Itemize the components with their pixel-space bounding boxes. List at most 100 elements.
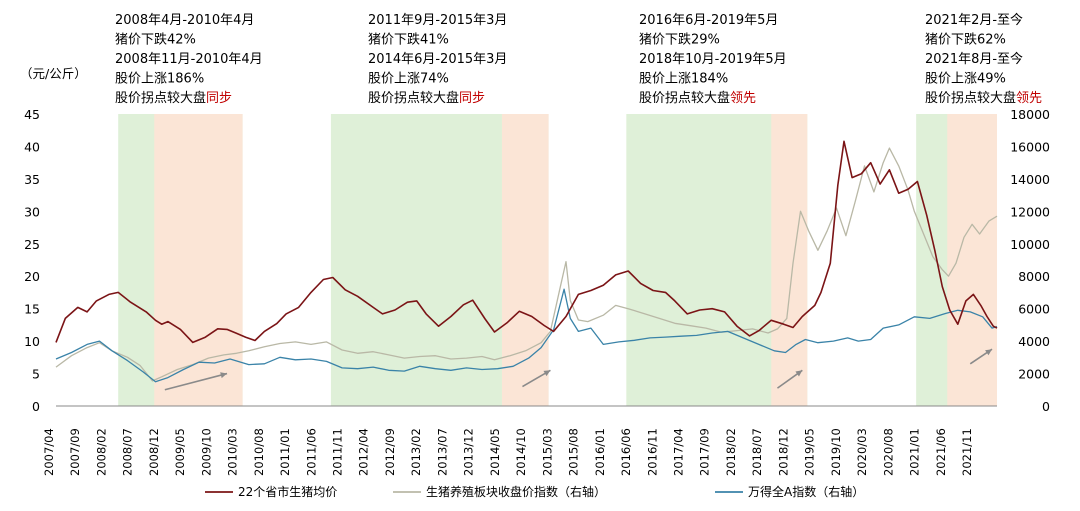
x-tick: 2020/03	[855, 428, 869, 476]
x-tick: 2010/03	[226, 428, 240, 476]
annotation-line: 猪价下跌62%	[925, 32, 1006, 48]
annotation-tag: 领先	[1016, 91, 1042, 106]
x-tick: 2014/10	[514, 428, 528, 476]
annotation-line: 2011年9月-2015年3月	[368, 13, 507, 28]
y-left-tick: 10	[24, 334, 40, 349]
y-left-unit: （元/公斤）	[20, 66, 87, 81]
trend-arrow-head	[985, 349, 993, 356]
x-tick: 2007/04	[42, 428, 56, 476]
x-tick: 2018/12	[776, 428, 790, 476]
x-tick: 2016/06	[619, 428, 633, 476]
y-right-tick: 12000	[1010, 204, 1050, 219]
x-tick: 2019/05	[803, 428, 817, 476]
annotation-line: 2008年4月-2010年4月	[115, 13, 254, 28]
shaded-periods	[118, 114, 997, 406]
x-tick: 2015/03	[540, 428, 554, 476]
axes: （元/公斤）	[20, 66, 997, 407]
y-right-tick: 6000	[1018, 302, 1050, 317]
x-tick: 2011/06	[304, 428, 318, 476]
annotation-line: 2014年6月-2015年3月	[368, 52, 507, 67]
y-left-tick: 45	[24, 107, 40, 122]
annotation-conclusion: 股价拐点较大盘同步	[368, 90, 485, 106]
y-left-tick: 35	[24, 172, 40, 187]
annotation-line: 2018年10月-2019年5月	[639, 52, 787, 67]
trend-arrow-head	[795, 370, 803, 377]
y-right-tick: 8000	[1018, 269, 1050, 284]
x-tick: 2013/12	[462, 428, 476, 476]
annotation-line: 2016年6月-2019年5月	[639, 13, 778, 28]
legend-label: 生猪养殖板块收盘价指数（右轴）	[426, 484, 606, 499]
x-tick: 2015/08	[567, 428, 581, 476]
y-right-tick: 0	[1042, 399, 1050, 414]
y-left-tick: 20	[24, 269, 40, 284]
annotation-line: 股价上涨74%	[368, 72, 449, 87]
y-left-tick: 5	[32, 367, 40, 382]
legend-label: 万得全A指数（右轴）	[748, 484, 864, 499]
y-left-tick: 40	[24, 139, 40, 154]
legend-label: 22个省市生猪均价	[238, 484, 337, 499]
x-tick: 2009/10	[199, 428, 213, 476]
annotation-line: 猪价下跌42%	[115, 32, 196, 48]
shaded-band-stock-price-rise	[154, 114, 243, 406]
annotation-line: 股价上涨49%	[925, 72, 1006, 87]
x-tick: 2016/01	[593, 428, 607, 476]
annotation-line: 猪价下跌41%	[368, 32, 449, 48]
x-tick: 2021/06	[934, 428, 948, 476]
x-tick: 2008/02	[94, 428, 108, 476]
trend-arrow-head	[220, 372, 228, 379]
shaded-band-stock-price-rise	[501, 114, 549, 406]
annotation-conclusion: 股价拐点较大盘领先	[925, 90, 1042, 106]
series-lines	[55, 140, 998, 383]
y-left-tick: 0	[32, 399, 40, 414]
annotation-tag: 领先	[730, 91, 756, 106]
annotation-conclusion-text: 股价拐点较大盘	[925, 90, 1016, 106]
axis-ticks: 0 5 10 15 20 25 30 35 40 45 0 2000 4000 6000 8000 10000…	[24, 107, 1050, 476]
annotation-line: 股价上涨186%	[115, 72, 204, 87]
x-tick: 2010/08	[252, 428, 266, 476]
x-tick: 2018/02	[724, 428, 738, 476]
x-tick: 2012/09	[383, 428, 397, 476]
x-tick: 2020/08	[881, 428, 895, 476]
x-tick: 2021/11	[960, 428, 974, 476]
annotation-line: 猪价下跌29%	[639, 32, 720, 48]
x-tick: 2018/07	[750, 428, 764, 476]
y-right-tick: 16000	[1010, 139, 1050, 154]
x-tick: 2009/05	[173, 428, 187, 476]
annotation-line: 股价上涨184%	[639, 72, 728, 87]
x-tick: 2013/02	[409, 428, 423, 476]
x-tick: 2017/09	[698, 428, 712, 476]
y-right-tick: 14000	[1010, 172, 1050, 187]
legend: 22个省市生猪均价 生猪养殖板块收盘价指数（右轴） 万得全A指数（右轴）	[205, 484, 864, 499]
series-line-1	[55, 147, 998, 382]
annotation-conclusion-text: 股价拐点较大盘	[115, 90, 206, 106]
trend-arrow-head	[543, 370, 551, 377]
y-right-tick: 18000	[1010, 107, 1050, 122]
shaded-band-stock-price-rise	[771, 114, 808, 406]
x-tick: 2007/09	[68, 428, 82, 476]
series-line-2	[55, 288, 998, 383]
annotation-line: 2021年2月-至今	[925, 12, 1023, 28]
annotation-conclusion: 股价拐点较大盘同步	[115, 90, 232, 106]
annotation-conclusion-text: 股价拐点较大盘	[368, 90, 459, 106]
series-line-0	[55, 140, 998, 344]
x-tick: 2011/01	[278, 428, 292, 476]
trend-arrow	[164, 372, 228, 391]
x-tick: 2013/07	[435, 428, 449, 476]
annotation-line: 2008年11月-2010年4月	[115, 52, 263, 67]
x-tick: 2008/12	[147, 428, 161, 476]
x-tick: 2019/10	[829, 428, 843, 476]
trend-arrows	[164, 348, 993, 391]
x-tick: 2012/04	[357, 428, 371, 476]
annotation-conclusion: 股价拐点较大盘领先	[639, 90, 756, 106]
x-tick: 2011/11	[331, 428, 345, 476]
y-right-tick: 2000	[1018, 367, 1050, 382]
annotation-conclusion-text: 股价拐点较大盘	[639, 90, 730, 106]
annotation-tag: 同步	[459, 91, 485, 106]
y-right-tick: 4000	[1018, 334, 1050, 349]
x-tick: 2014/05	[488, 428, 502, 476]
y-left-tick: 15	[24, 302, 40, 317]
x-tick: 2008/07	[121, 428, 135, 476]
shaded-band-stock-price-rise	[947, 114, 997, 406]
